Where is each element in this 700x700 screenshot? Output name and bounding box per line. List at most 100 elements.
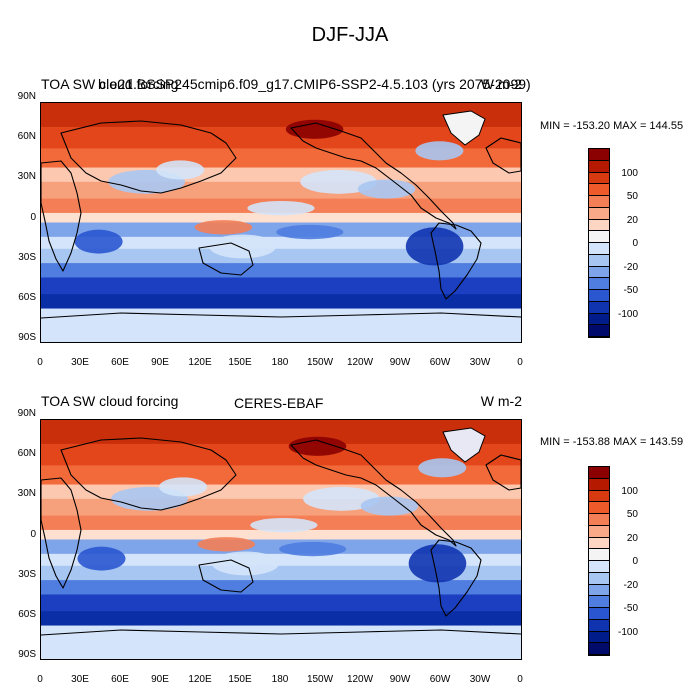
field-anomaly [247, 200, 315, 216]
colorbar-swatch [589, 596, 609, 608]
lon-tick-label: 30E [71, 674, 89, 685]
colorbar-tick-label: 20 [626, 214, 638, 226]
lon-tick-label: 120W [346, 357, 374, 368]
colorbar-swatch [589, 172, 609, 185]
field-band [41, 580, 521, 596]
lon-tick-label: 60W [429, 674, 451, 685]
field-band [41, 148, 521, 169]
coastlines [41, 120, 521, 319]
colorbar-tick-label: 100 [621, 485, 638, 497]
greenland-outline [442, 110, 486, 146]
colorbar-swatch [589, 467, 609, 479]
lon-tick-label: 30W [469, 357, 491, 368]
lon-tick-label: 60E [111, 674, 129, 685]
colorbar-swatch [589, 525, 609, 538]
coastline [290, 122, 457, 230]
field-band [41, 103, 521, 128]
colorbar-swatch [589, 254, 609, 267]
field-anomaly [303, 486, 380, 511]
lon-tick-label: 60W [429, 357, 451, 368]
colorbar-swatch [589, 537, 609, 550]
field-anomaly [156, 160, 205, 180]
lon-tick-label: 90W [389, 357, 411, 368]
lat-tick-label: 30N [17, 171, 36, 183]
field-anomaly [279, 541, 347, 557]
colorbar [588, 148, 610, 338]
field-band [41, 420, 521, 445]
coastline [485, 454, 521, 491]
field-band [41, 625, 521, 659]
panel-minmax: MIN = -153.20 MAX = 144.55 [540, 120, 684, 132]
lon-tick-label: 90E [151, 674, 169, 685]
coastline [485, 137, 521, 174]
lon-tick-label: 0 [517, 674, 523, 685]
field-anomaly [194, 220, 253, 235]
colorbar-swatch [589, 266, 609, 279]
field-anomalies [77, 436, 467, 583]
coastline [60, 120, 237, 194]
field-anomalies [74, 119, 464, 266]
field-anomaly [405, 227, 464, 266]
colorbar-tick-label: -50 [623, 285, 638, 296]
field-anomaly [197, 537, 256, 552]
field-anomaly [360, 496, 419, 516]
coastline [41, 629, 521, 636]
colorbar-tick-label: -100 [617, 308, 638, 320]
colorbar-swatch [589, 561, 609, 573]
map-plot [40, 419, 522, 660]
colorbar-swatch [589, 514, 609, 526]
coastlines [41, 437, 521, 636]
colorbar-swatch [589, 278, 609, 290]
lon-tick-label: 0 [37, 674, 43, 685]
lon-tick-label: 30W [469, 674, 491, 685]
colorbar-swatch [589, 184, 609, 196]
lon-tick-label: 90W [389, 674, 411, 685]
colorbar-swatch [589, 619, 609, 632]
colorbar [588, 466, 610, 656]
colorbar-swatch [589, 196, 609, 208]
field-band [41, 277, 521, 296]
colorbar-swatch [589, 243, 609, 255]
lon-tick-label: 0 [517, 357, 523, 368]
lon-tick-label: 150E [228, 674, 252, 685]
colorbar-swatch [589, 490, 609, 503]
colorbar-swatch [589, 160, 609, 173]
lat-tick-label: 0 [30, 528, 36, 540]
colorbar-swatch [589, 478, 609, 491]
lat-tick-label: 90N [17, 408, 36, 419]
field-band [41, 443, 521, 467]
lat-tick-label: 60N [17, 448, 36, 460]
field-anomaly [276, 224, 344, 240]
colorbar-swatch [589, 231, 609, 243]
panel-units: W m-2 [480, 393, 522, 409]
colorbar-tick-label: 100 [621, 167, 638, 179]
panel-left-title: TOA SW cloud forcing [41, 393, 179, 409]
field-band [41, 529, 521, 541]
lat-tick-label: 90S [18, 332, 36, 343]
coastline [198, 242, 254, 276]
field-band [41, 308, 521, 342]
colorbar-tick-label: -100 [617, 626, 638, 638]
colorbar-swatch [589, 502, 609, 514]
field-band [41, 248, 521, 265]
lon-tick-label: 30E [71, 357, 89, 368]
map-field-svg [41, 103, 521, 342]
lon-tick-label: 0 [37, 357, 43, 368]
field-band [41, 263, 521, 279]
lon-tick-label: 90E [151, 357, 169, 368]
field-anomaly [408, 544, 467, 583]
lon-tick-label: 120W [346, 674, 374, 685]
lat-tick-label: 30N [17, 488, 36, 500]
colorbar-swatch [589, 290, 609, 302]
field-anomaly [357, 179, 416, 199]
field-band [41, 212, 521, 224]
panel-case-title: b.e21.BSSP245cmip6.f09_g17.CMIP6-SSP2-4.… [98, 76, 531, 92]
field-band [41, 465, 521, 486]
lat-tick-label: 30S [18, 251, 36, 263]
colorbar-swatch [589, 643, 609, 655]
field-anomaly [418, 458, 467, 478]
lon-tick-label: 150W [306, 357, 334, 368]
colorbar-swatch [589, 149, 609, 161]
coastline [41, 160, 82, 272]
colorbar-swatch [589, 207, 609, 220]
